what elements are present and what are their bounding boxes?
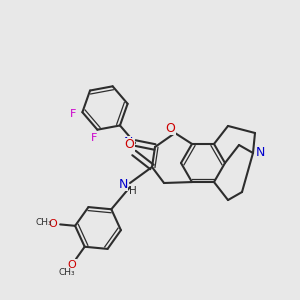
Text: H: H [129, 186, 137, 196]
Text: O: O [124, 139, 134, 152]
Text: O: O [49, 219, 58, 229]
Text: N: N [123, 136, 133, 149]
Text: CH₃: CH₃ [36, 218, 52, 227]
Text: CH₃: CH₃ [58, 268, 75, 277]
Text: N: N [255, 146, 265, 160]
Text: O: O [165, 122, 175, 134]
Text: N: N [118, 178, 128, 190]
Text: F: F [70, 109, 77, 119]
Text: F: F [91, 133, 98, 143]
Text: O: O [68, 260, 76, 270]
